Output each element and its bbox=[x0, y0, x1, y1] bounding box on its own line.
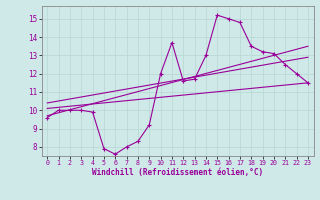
X-axis label: Windchill (Refroidissement éolien,°C): Windchill (Refroidissement éolien,°C) bbox=[92, 168, 263, 177]
